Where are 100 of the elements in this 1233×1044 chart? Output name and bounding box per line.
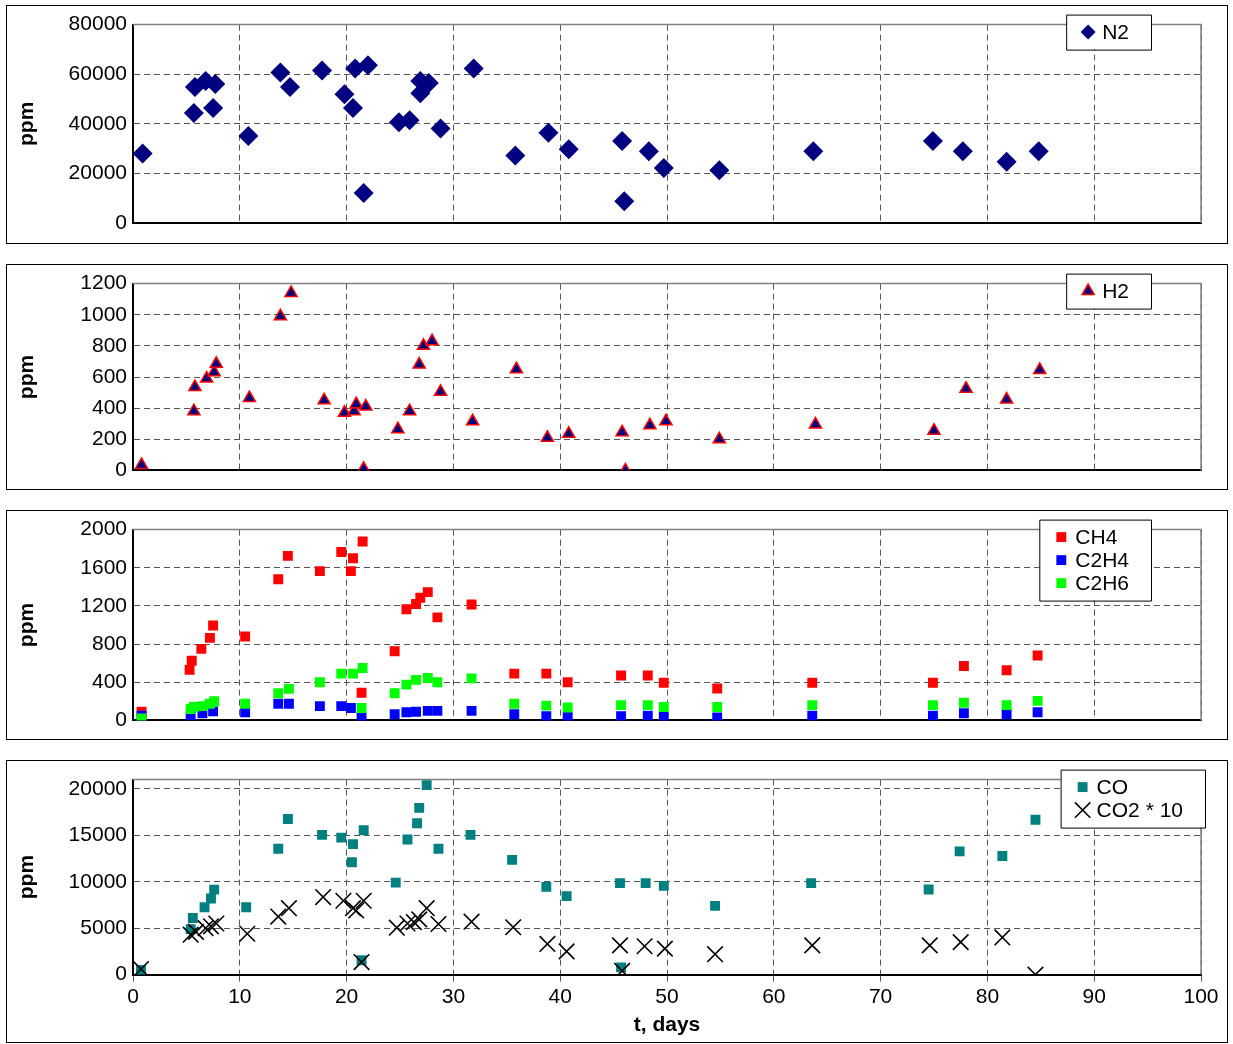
x-tick-label: 40	[548, 984, 572, 1007]
point	[416, 338, 431, 351]
y-tick-label: 20000	[68, 775, 127, 799]
point	[658, 702, 669, 712]
point	[616, 700, 627, 711]
point	[712, 431, 727, 444]
point	[538, 935, 556, 953]
point	[1001, 700, 1012, 711]
y-tick-label: 0	[115, 457, 127, 481]
point	[273, 688, 284, 699]
point	[921, 936, 939, 954]
point	[314, 566, 325, 577]
point	[401, 604, 412, 615]
y-tick-label: 20000	[68, 160, 127, 184]
point	[197, 919, 215, 937]
x-tick-label: 100	[1183, 984, 1219, 1007]
point	[541, 881, 552, 892]
point	[240, 698, 251, 709]
point	[807, 710, 818, 721]
point	[336, 668, 347, 679]
point	[710, 900, 721, 911]
point	[433, 843, 444, 854]
point	[642, 710, 653, 721]
point	[317, 829, 327, 840]
point	[952, 933, 970, 951]
point	[712, 683, 723, 694]
point	[334, 892, 352, 910]
point	[509, 709, 520, 720]
point	[1030, 814, 1041, 825]
x-tick-label: 30	[441, 984, 466, 1007]
point	[509, 668, 520, 679]
y-tick-label: 0	[115, 707, 127, 731]
point	[958, 697, 969, 708]
point	[465, 829, 476, 840]
point	[541, 700, 552, 711]
point	[353, 182, 374, 203]
point	[958, 708, 969, 719]
point	[422, 587, 433, 598]
point	[927, 677, 938, 688]
point	[507, 854, 518, 865]
point	[712, 712, 723, 721]
point	[345, 58, 366, 79]
point	[405, 913, 423, 931]
point	[643, 417, 657, 430]
point	[357, 662, 368, 673]
point	[996, 151, 1017, 172]
legend-label: CO	[1096, 774, 1129, 798]
point	[806, 878, 817, 889]
x-tick-label: 60	[762, 984, 786, 1007]
point	[803, 936, 821, 954]
y-tick-label: 400	[91, 394, 127, 418]
point	[241, 902, 252, 913]
point	[411, 674, 421, 685]
point	[273, 574, 284, 585]
point	[958, 661, 969, 671]
legend-label: C2H4	[1075, 547, 1130, 571]
y-tick-label: 10000	[68, 868, 127, 892]
point	[356, 687, 367, 698]
point	[562, 677, 573, 688]
point	[927, 700, 938, 711]
point	[314, 677, 325, 688]
y-axis-title: ppm	[14, 354, 38, 400]
point	[414, 802, 425, 813]
point	[561, 426, 576, 439]
point	[410, 910, 428, 928]
point	[561, 891, 572, 902]
y-tick-label: 1000	[80, 301, 127, 325]
y-tick-label: 80000	[68, 11, 127, 35]
point	[196, 643, 207, 654]
point	[388, 919, 406, 937]
point	[133, 143, 153, 164]
point	[312, 60, 333, 81]
legend-label: H2	[1102, 278, 1130, 302]
point	[432, 705, 443, 716]
point	[429, 915, 448, 933]
point	[401, 707, 412, 718]
point	[199, 370, 214, 383]
point	[656, 940, 674, 958]
point	[273, 698, 284, 709]
point	[184, 664, 195, 675]
point	[466, 673, 477, 684]
point	[430, 118, 451, 139]
point	[612, 130, 633, 151]
x-tick-label: 50	[655, 984, 679, 1007]
point	[334, 84, 355, 105]
point	[997, 850, 1008, 861]
point	[345, 703, 356, 713]
point	[923, 884, 934, 895]
point	[642, 700, 653, 711]
point	[389, 688, 400, 699]
point	[1028, 141, 1049, 162]
y-tick-label: 200	[91, 426, 127, 450]
point	[346, 857, 357, 868]
point	[432, 677, 443, 688]
y-tick-label: 1200	[80, 592, 127, 616]
point	[336, 701, 347, 712]
point	[999, 391, 1014, 404]
point	[803, 141, 824, 162]
point	[541, 668, 552, 679]
y-tick-label: 60000	[68, 61, 127, 84]
